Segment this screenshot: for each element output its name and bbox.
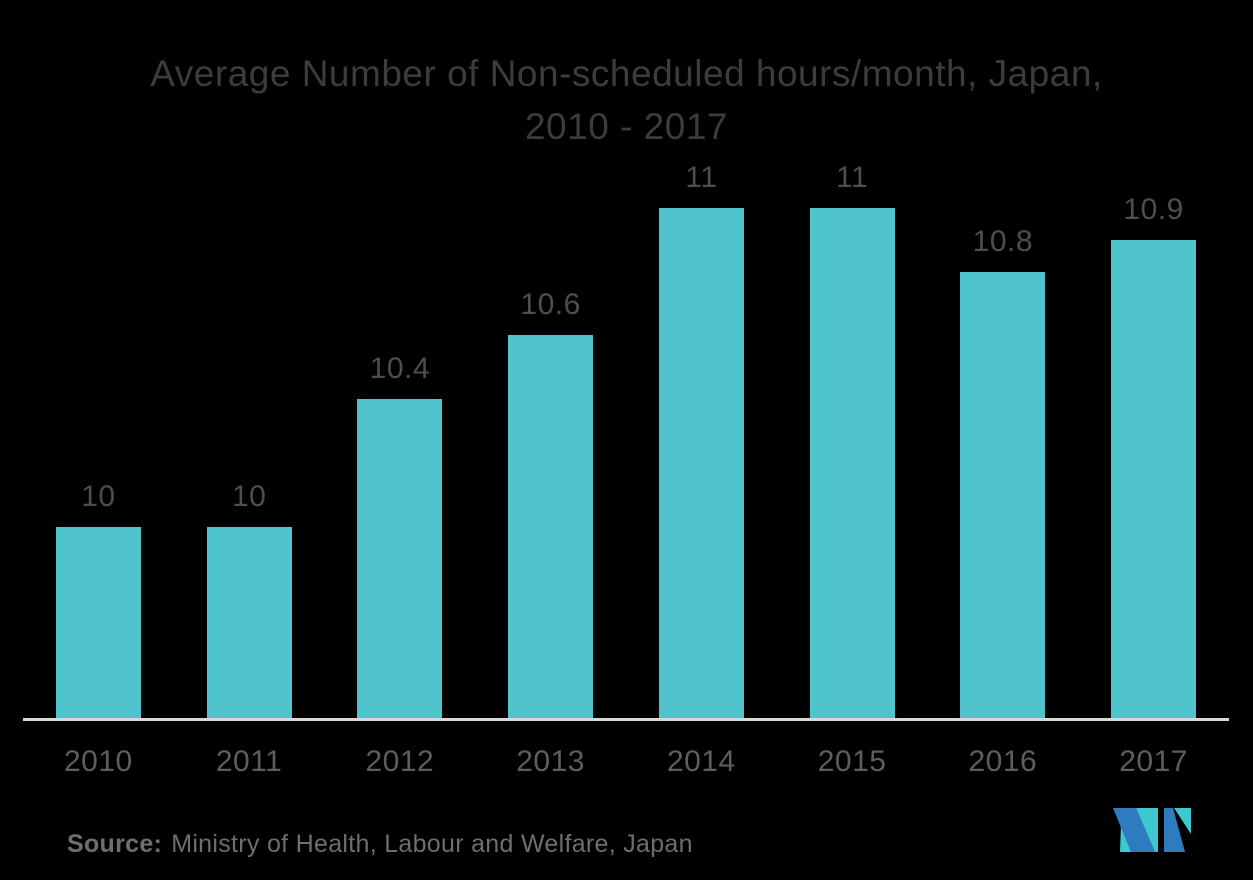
bar-2014 (658, 207, 744, 718)
mordor-intelligence-logo (1113, 808, 1191, 852)
bar-slot-2015: 11 (777, 160, 928, 718)
source-text: Ministry of Health, Labour and Welfare, … (171, 830, 693, 858)
bar-slot-2011: 10 (174, 160, 325, 718)
bar-2013 (508, 335, 594, 718)
bar-2017 (1111, 239, 1197, 718)
source-caption: Source: Ministry of Health, Labour and We… (67, 830, 693, 859)
bar-slot-2013: 10.6 (475, 160, 626, 718)
x-axis-labels: 2010 2011 2012 2013 2014 2015 2016 2017 (23, 745, 1229, 779)
x-tick-label-2016: 2016 (968, 745, 1038, 778)
x-tick-label-2013: 2013 (516, 745, 585, 778)
bar-slot-2014: 11 (626, 160, 777, 718)
chart-title: Average Number of Non-scheduled hours/mo… (0, 48, 1253, 154)
x-tick-label-2012: 2012 (365, 745, 435, 778)
source-label: Source: (67, 830, 163, 858)
bar-value-label: 11 (685, 160, 718, 194)
bar-value-label: 10.4 (369, 352, 431, 386)
x-axis-line (23, 718, 1229, 721)
chart-title-line2: 2010 - 2017 (524, 105, 728, 147)
x-tick-label-2015: 2015 (817, 745, 887, 778)
bar-2016 (960, 271, 1046, 718)
x-tick-label-2017: 2017 (1119, 745, 1188, 778)
bar-2011 (206, 526, 292, 718)
bar-slot-2016: 10.8 (928, 160, 1079, 718)
x-tick-label-2011: 2011 (215, 745, 283, 778)
logo-m-mark (1113, 808, 1191, 852)
bar-value-label: 11 (836, 160, 869, 194)
bar-slot-2012: 10.4 (325, 160, 476, 718)
bar-value-label: 10 (231, 479, 267, 513)
chart-title-line1: Average Number of Non-scheduled hours/mo… (150, 53, 1103, 94)
bar-value-label: 10.8 (972, 224, 1034, 258)
bar-plot-area: 10 10 10.4 10.6 11 11 10.8 10.9 2010 2011 2012 201… (23, 160, 1229, 778)
bar-2012 (357, 399, 443, 718)
bars-row: 10 10 10.4 10.6 11 11 10.8 10.9 (23, 160, 1229, 718)
bar-value-label: 10.6 (520, 288, 581, 322)
x-tick-label-2010: 2010 (64, 745, 133, 778)
x-tick-label-2014: 2014 (667, 745, 736, 778)
bar-value-label: 10.9 (1123, 192, 1184, 226)
bar-slot-2017: 10.9 (1078, 160, 1229, 718)
bar-2010 (55, 526, 141, 718)
bar-2015 (809, 207, 895, 718)
bar-slot-2010: 10 (23, 160, 174, 718)
bar-value-label: 10 (81, 479, 116, 513)
